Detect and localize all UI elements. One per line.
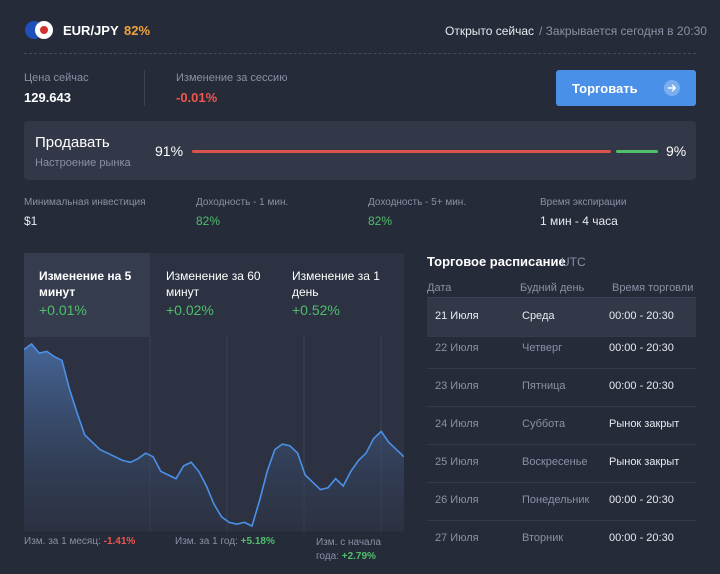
tab-change-60min-label: Изменение за 60 минут: [166, 269, 261, 299]
schedule-header-divider: [427, 297, 696, 298]
tab-change-5min-value: +0.01%: [39, 302, 87, 318]
trade-button[interactable]: Торговать: [556, 70, 696, 106]
expiration-value: 1 мин - 4 часа: [540, 214, 618, 228]
col-header-weekday: Будний день: [520, 282, 585, 294]
schedule-row: 26 Июля Понедельник 00:00 - 20:30: [427, 482, 696, 521]
row-weekday: Вторник: [522, 532, 564, 544]
year-change: Изм. за 1 год: +5.18%: [175, 536, 275, 547]
ytd-change-label: Изм. с начала года:: [316, 537, 382, 562]
ytd-change: Изм. с начала года: +2.79%: [316, 536, 404, 564]
header-divider: [24, 53, 696, 54]
price-value: 129.643: [24, 90, 71, 105]
expiration-label: Время экспирации: [540, 197, 627, 208]
min-investment-value: $1: [24, 214, 38, 228]
eu-jp-flag-icon: [25, 21, 53, 39]
payout-1min-label: Доходность - 1 мин.: [196, 197, 289, 208]
tab-change-1day-label: Изменение за 1 день: [292, 269, 380, 299]
row-hours: 00:00 - 20:30: [609, 380, 674, 392]
row-hours: 00:00 - 20:30: [609, 310, 674, 322]
row-date: 26 Июля: [435, 494, 479, 506]
schedule-row: 24 Июля Суббота Рынок закрыт: [427, 406, 696, 445]
row-weekday: Пятница: [522, 380, 566, 392]
tab-change-60min-value: +0.02%: [166, 302, 214, 318]
row-date: 22 Июля: [435, 342, 479, 354]
schedule-title: Торговое расписание: [427, 254, 566, 269]
row-weekday: Среда: [522, 310, 555, 322]
session-change-label: Изменение за сессию: [176, 72, 288, 84]
payout-5min-value: 82%: [368, 214, 393, 228]
schedule-timezone: UTC: [561, 255, 586, 269]
row-hours: 00:00 - 20:30: [609, 494, 674, 506]
buy-bar: [616, 150, 658, 153]
row-hours: 00:00 - 20:30: [609, 532, 674, 544]
row-weekday: Воскресенье: [522, 456, 588, 468]
sell-percent: 91%: [155, 143, 184, 159]
row-weekday: Суббота: [522, 418, 566, 430]
session-change-value: -0.01%: [176, 90, 218, 105]
month-change-value: -1.41%: [103, 536, 136, 547]
sentiment-title: Продавать: [35, 134, 110, 151]
row-hours: Рынок закрыт: [609, 418, 680, 430]
price-divider: [144, 70, 145, 106]
month-change-label: Изм. за 1 месяц:: [24, 536, 101, 547]
year-change-label: Изм. за 1 год:: [175, 536, 238, 547]
month-change: Изм. за 1 месяц: -1.41%: [24, 536, 135, 547]
row-date: 24 Июля: [435, 418, 479, 430]
year-change-value: +5.18%: [240, 536, 275, 547]
schedule-row: 27 Июля Вторник 00:00 - 20:30: [427, 520, 696, 558]
open-status: Открыто сейчас: [445, 24, 535, 38]
tab-change-5min[interactable]: [24, 253, 150, 337]
row-hours: 00:00 - 20:30: [609, 342, 674, 354]
schedule-row: 21 Июля Среда 00:00 - 20:30: [427, 298, 696, 337]
sell-bar: [192, 150, 611, 153]
row-date: 23 Июля: [435, 380, 479, 392]
payout-percent: 82%: [124, 23, 151, 38]
row-date: 21 Июля: [435, 310, 479, 322]
row-hours: Рынок закрыт: [609, 456, 680, 468]
payout-1min-value: 82%: [196, 214, 221, 228]
arrow-right-icon: [664, 80, 680, 96]
asset-pair: EUR/JPY: [63, 23, 119, 38]
sentiment-subtitle: Настроение рынка: [35, 157, 131, 169]
ytd-change-value: +2.79%: [341, 551, 376, 562]
col-header-date: Дата: [427, 282, 452, 294]
col-header-hours: Время торговли: [612, 282, 694, 294]
close-time: / Закрывается сегодня в 20:30: [539, 24, 707, 38]
trade-button-label: Торговать: [572, 81, 638, 96]
schedule-row: 22 Июля Четверг 00:00 - 20:30: [427, 330, 696, 369]
row-date: 25 Июля: [435, 456, 479, 468]
chart-area-fill: [24, 344, 404, 532]
tab-change-1day-value: +0.52%: [292, 302, 340, 318]
payout-5min-label: Доходность - 5+ мин.: [368, 197, 467, 208]
price-label: Цена сейчас: [24, 72, 89, 84]
buy-percent: 9%: [666, 143, 687, 159]
min-investment-label: Минимальная инвестиция: [24, 197, 146, 208]
row-weekday: Четверг: [522, 342, 563, 354]
row-date: 27 Июля: [435, 532, 479, 544]
price-area-chart: [24, 336, 404, 532]
schedule-row: 25 Июля Воскресенье Рынок закрыт: [427, 444, 696, 483]
row-weekday: Понедельник: [522, 494, 590, 506]
chart-series-line: [24, 342, 404, 528]
tab-change-5min-label: Изменение на 5 минут: [39, 269, 132, 299]
schedule-row: 23 Июля Пятница 00:00 - 20:30: [427, 368, 696, 407]
